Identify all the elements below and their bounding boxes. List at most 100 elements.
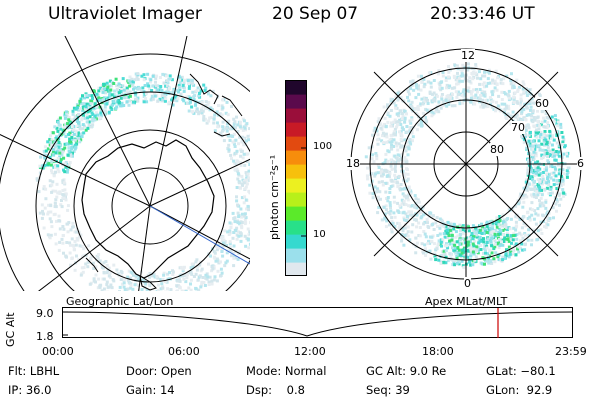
aurora-pixel xyxy=(406,172,410,176)
aurora-pixel xyxy=(47,210,51,214)
aurora-pixel xyxy=(105,271,109,275)
aurora-pixel xyxy=(458,79,462,83)
aurora-pixel xyxy=(104,91,108,95)
aurora-pixel xyxy=(87,123,91,127)
aurora-pixel xyxy=(136,87,140,91)
aurora-pixel xyxy=(456,78,460,82)
aurora-pixel xyxy=(544,112,548,116)
aurora-pixel xyxy=(156,99,160,103)
aurora-pixel xyxy=(86,261,90,265)
aurora-pixel xyxy=(65,170,69,174)
aurora-pixel xyxy=(70,147,74,151)
aurora-pixel xyxy=(49,145,52,149)
aurora-pixel xyxy=(420,124,424,128)
aurora-pixel xyxy=(95,92,99,96)
aurora-pixel xyxy=(443,252,447,256)
aurora-pixel xyxy=(520,107,524,111)
aurora-pixel xyxy=(531,139,535,143)
aurora-pixel xyxy=(49,220,53,224)
aurora-pixel xyxy=(221,106,225,110)
aurora-pixel xyxy=(35,177,39,181)
aurora-pixel xyxy=(450,86,454,90)
aurora-pixel xyxy=(548,172,551,176)
aurora-pixel xyxy=(421,111,425,115)
aurora-pixel xyxy=(427,226,431,229)
aurora-pixel xyxy=(376,142,380,146)
aurora-pixel xyxy=(236,123,240,127)
aurora-pixel xyxy=(128,75,132,79)
aurora-pixel xyxy=(405,215,409,218)
aurora-pixel xyxy=(556,153,559,157)
aurora-pixel xyxy=(547,191,551,195)
aurora-pixel xyxy=(419,120,423,124)
aurora-pixel xyxy=(507,254,511,258)
aurora-pixel xyxy=(190,272,194,276)
aurora-pixel xyxy=(389,158,393,162)
aurora-pixel xyxy=(455,257,459,261)
aurora-pixel xyxy=(438,217,442,221)
aurora-pixel xyxy=(415,86,419,90)
aurora-pixel xyxy=(389,206,392,209)
aurora-pixel xyxy=(102,270,106,274)
aurora-pixel xyxy=(540,193,544,197)
aurora-pixel xyxy=(130,79,134,83)
aurora-pixel xyxy=(415,128,419,132)
aurora-pixel xyxy=(171,273,175,276)
aurora-pixel xyxy=(495,83,499,86)
aurora-pixel xyxy=(540,156,544,160)
aurora-pixel xyxy=(455,261,459,265)
aurora-pixel xyxy=(428,92,432,95)
aurora-pixel xyxy=(46,147,50,151)
aurora-pixel xyxy=(486,70,490,74)
aurora-pixel xyxy=(54,198,58,202)
aurora-pixel xyxy=(526,238,530,242)
aurora-pixel xyxy=(107,266,111,270)
aurora-pixel xyxy=(518,231,522,235)
aurora-pixel xyxy=(134,99,138,103)
aurora-pixel xyxy=(399,123,403,126)
aurora-pixel xyxy=(528,218,532,222)
aurora-pixel xyxy=(467,260,471,264)
aurora-pixel xyxy=(53,125,57,129)
aurora-pixel xyxy=(469,254,473,258)
aurora-pixel xyxy=(238,222,242,226)
aurora-pixel xyxy=(141,278,145,282)
aurora-pixel xyxy=(534,196,538,199)
aurora-pixel xyxy=(79,138,83,142)
aurora-pixel xyxy=(202,83,206,87)
aurora-pixel xyxy=(534,167,538,171)
aurora-pixel xyxy=(501,258,505,262)
aurora-pixel xyxy=(409,126,413,130)
aurora-pixel xyxy=(49,210,53,214)
aurora-pixel xyxy=(69,152,73,156)
aurora-pixel xyxy=(536,160,540,164)
aurora-pixel xyxy=(461,101,465,105)
aurora-pixel xyxy=(215,121,219,125)
aurora-pixel xyxy=(122,285,126,289)
aurora-pixel xyxy=(390,227,393,231)
aurora-pixel xyxy=(192,98,196,102)
aurora-pixel xyxy=(434,110,438,114)
aurora-pixel xyxy=(389,209,393,213)
aurora-pixel xyxy=(236,257,240,261)
aurora-pixel xyxy=(555,141,559,145)
aurora-pixel xyxy=(411,79,415,83)
aurora-pixel xyxy=(522,82,526,86)
aurora-pixel xyxy=(46,233,50,237)
aurora-pixel xyxy=(177,74,181,78)
aurora-pixel xyxy=(88,115,92,119)
aurora-pixel xyxy=(81,94,84,98)
time-label: 20:33:46 UT xyxy=(430,4,535,24)
aurora-pixel xyxy=(410,107,414,111)
aurora-pixel xyxy=(518,217,522,221)
aurora-pixel xyxy=(68,140,71,144)
aurora-pixel xyxy=(242,152,246,156)
aurora-pixel xyxy=(401,229,405,233)
aurora-pixel xyxy=(226,146,230,150)
aurora-pixel xyxy=(460,248,464,252)
aurora-pixel xyxy=(527,182,531,186)
aurora-pixel xyxy=(501,255,505,259)
aurora-pixel xyxy=(210,269,214,273)
aurora-pixel xyxy=(543,150,547,154)
aurora-pixel xyxy=(95,104,99,108)
